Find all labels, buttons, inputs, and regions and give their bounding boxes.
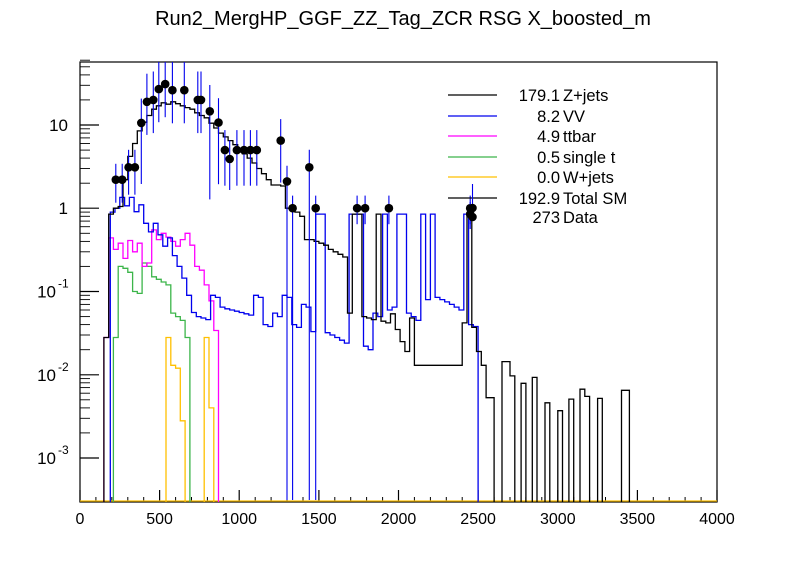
svg-text:Run2_MergHP_GGF_ZZ_Tag_ZCR RSG: Run2_MergHP_GGF_ZZ_Tag_ZCR RSG X_boosted…	[155, 8, 651, 30]
svg-text:Total SM: Total SM	[563, 190, 627, 208]
svg-text:10: 10	[37, 449, 56, 468]
svg-text:ttbar: ttbar	[563, 128, 597, 146]
svg-text:3000: 3000	[540, 511, 576, 528]
svg-text:0.0: 0.0	[537, 169, 560, 187]
svg-text:0: 0	[76, 511, 85, 528]
svg-text:-1: -1	[58, 277, 69, 291]
svg-text:Z+jets: Z+jets	[563, 87, 608, 105]
svg-text:1: 1	[59, 199, 68, 218]
svg-text:0.5: 0.5	[537, 149, 560, 167]
svg-text:-3: -3	[58, 443, 69, 457]
svg-text:192.9: 192.9	[519, 190, 560, 208]
svg-text:10: 10	[37, 283, 56, 302]
svg-text:500: 500	[146, 511, 173, 528]
svg-text:VV: VV	[563, 108, 585, 126]
svg-text:Data: Data	[563, 209, 599, 227]
svg-text:3500: 3500	[620, 511, 656, 528]
svg-text:4000: 4000	[699, 511, 735, 528]
svg-text:1000: 1000	[221, 511, 257, 528]
svg-text:2000: 2000	[381, 511, 417, 528]
svg-text:8.2: 8.2	[537, 108, 560, 126]
svg-text:-2: -2	[58, 360, 69, 374]
svg-text:4.9: 4.9	[537, 128, 560, 146]
svg-text:1500: 1500	[301, 511, 337, 528]
svg-text:179.1: 179.1	[519, 87, 560, 105]
svg-text:10: 10	[49, 116, 68, 135]
svg-text:2500: 2500	[460, 511, 496, 528]
svg-text:W+jets: W+jets	[563, 169, 614, 187]
svg-text:10: 10	[37, 366, 56, 385]
svg-text:single t: single t	[563, 149, 616, 167]
svg-text:273: 273	[532, 209, 560, 227]
